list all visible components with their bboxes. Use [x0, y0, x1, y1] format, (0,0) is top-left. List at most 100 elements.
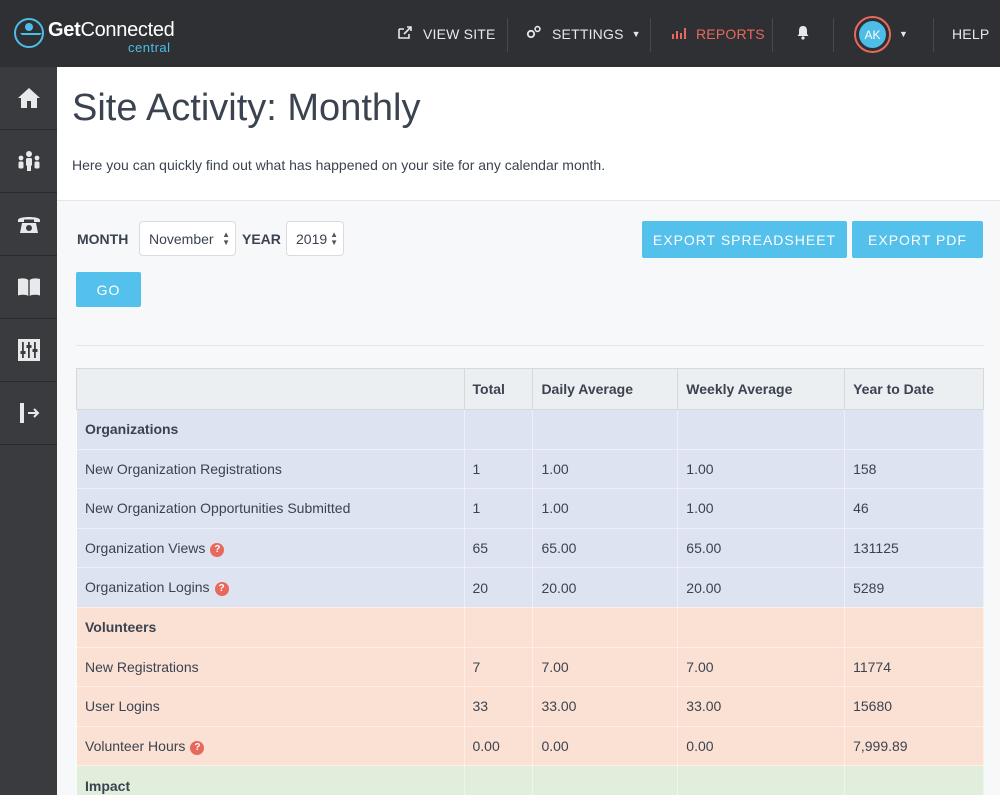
cell-value: 5289: [853, 579, 885, 596]
page-header: Site Activity: Monthly Here you can quic…: [57, 67, 1000, 201]
nav-reports-label: REPORTS: [696, 25, 765, 42]
cell-value: 65: [472, 540, 489, 557]
table-cell: 131125: [844, 527, 984, 569]
cell-label: Impact: [85, 777, 131, 794]
table-section-row: Organizations: [76, 409, 984, 450]
home-icon: [17, 88, 40, 108]
phone-icon: [17, 217, 40, 233]
month-select-value: November: [149, 230, 214, 247]
brand-logo[interactable]: GetConnected central: [14, 16, 184, 56]
cell-value: 15680: [853, 698, 893, 715]
nav-view-site-label: VIEW SITE: [423, 25, 496, 42]
sidebar-item-logout[interactable]: [0, 382, 57, 445]
table-cell: [677, 409, 846, 450]
metric-name-cell: New Registrations: [76, 646, 465, 688]
cell-value: 158: [853, 460, 877, 477]
chevron-down-icon: ▼: [899, 28, 909, 39]
table-row: Organization Logins? 20 20.00 20.00 5289: [76, 567, 984, 608]
sidebar-item-phone[interactable]: [0, 193, 57, 256]
table-cell: [677, 765, 846, 795]
table-row: Volunteer Hours? 0.00 0.00 0.00 7,999.89: [76, 725, 984, 767]
table-cell: 158: [844, 448, 984, 490]
table-cell: 0.00: [463, 725, 534, 767]
table-row: New Organization Opportunities Submitted…: [76, 488, 984, 529]
avatar: AK: [859, 21, 886, 48]
table-cell: 1: [463, 488, 534, 529]
table-cell: [677, 606, 846, 648]
cell-value: 46: [853, 500, 869, 517]
table-cell: 1.00: [677, 448, 846, 490]
help-icon[interactable]: ?: [210, 542, 225, 557]
nav-divider: [772, 18, 773, 52]
year-select[interactable]: 2019 ▲ ▼: [286, 221, 344, 256]
table-cell: [532, 606, 679, 648]
column-header: Daily Average: [532, 368, 679, 410]
table-cell: [463, 606, 534, 648]
cell-value: 20.00: [686, 579, 722, 596]
metric-name-cell: New Organization Registrations: [76, 448, 465, 490]
sidebar-item-resources[interactable]: [0, 256, 57, 319]
table-cell: 65.00: [532, 527, 679, 569]
sidebar-item-controls[interactable]: [0, 319, 57, 382]
table-cell: 0.00: [532, 725, 679, 767]
table-cell: 7: [463, 646, 534, 688]
cell-value: 7: [472, 658, 481, 675]
cell-value: 1: [472, 460, 481, 477]
gears-icon: [526, 25, 542, 42]
book-icon: [17, 278, 40, 296]
user-avatar-button[interactable]: AK: [854, 16, 891, 53]
cell-label: User Logins: [85, 698, 160, 715]
table-row: Organization Views? 65 65.00 65.00 131125: [76, 527, 984, 569]
table-cell: 7,999.89: [844, 725, 984, 767]
table-section-row: Impact: [76, 765, 984, 795]
cell-value: 33: [472, 698, 489, 715]
nav-view-site[interactable]: VIEW SITE: [398, 0, 496, 67]
sidebar-item-people[interactable]: [0, 130, 57, 193]
cell-value: 1.00: [541, 500, 569, 517]
cell-value: 65.00: [686, 540, 722, 557]
cell-label: Organization Logins: [85, 579, 210, 596]
nav-divider: [507, 18, 508, 52]
table-cell: 46: [844, 488, 984, 529]
section-title-cell: Organizations: [76, 409, 465, 450]
table-cell: 15680: [844, 686, 984, 727]
cell-value: 33.00: [686, 698, 722, 715]
table-cell: [532, 409, 679, 450]
metric-name-cell: Volunteer Hours?: [76, 725, 465, 767]
help-icon[interactable]: ?: [214, 582, 229, 597]
cell-label: New Organization Registrations: [85, 460, 282, 477]
cell-value: 1: [472, 500, 481, 517]
nav-help[interactable]: HELP: [952, 0, 989, 67]
table-cell: 20.00: [532, 567, 679, 608]
cell-value: 0.00: [541, 738, 569, 755]
table-header-row: Total Daily Average Weekly Average Year …: [76, 368, 984, 410]
table-cell: 33.00: [677, 686, 846, 727]
table-cell: 1.00: [532, 448, 679, 490]
sidebar-item-home[interactable]: [0, 67, 57, 130]
cell-value: 1.00: [686, 500, 714, 517]
cell-value: 65.00: [541, 540, 577, 557]
cell-value: 11774: [853, 658, 891, 675]
table-cell: 65: [463, 527, 534, 569]
cell-value: 20.00: [541, 579, 577, 596]
help-icon[interactable]: ?: [190, 740, 205, 755]
nav-settings[interactable]: SETTINGS ▼: [526, 0, 641, 67]
cell-value: 1.00: [686, 460, 714, 477]
bar-chart-icon: [671, 26, 686, 42]
month-select[interactable]: November ▲ ▼: [139, 221, 236, 256]
table-cell: 7.00: [532, 646, 679, 688]
notifications-button[interactable]: [796, 0, 810, 67]
table-cell: [463, 409, 534, 450]
cell-label: New Registrations: [85, 658, 199, 675]
user-menu-toggle[interactable]: ▼: [899, 0, 908, 67]
metric-name-cell: Organization Logins?: [76, 567, 465, 608]
nav-divider: [933, 18, 934, 52]
year-label: YEAR: [242, 231, 281, 247]
table-cell: [844, 606, 984, 648]
export-pdf-button[interactable]: EXPORT PDF: [852, 221, 983, 258]
table-cell: [532, 765, 679, 795]
table-cell: 1.00: [677, 488, 846, 529]
export-spreadsheet-button[interactable]: EXPORT SPREADSHEET: [642, 221, 847, 258]
go-button[interactable]: GO: [76, 272, 141, 307]
nav-reports[interactable]: REPORTS: [671, 0, 765, 67]
